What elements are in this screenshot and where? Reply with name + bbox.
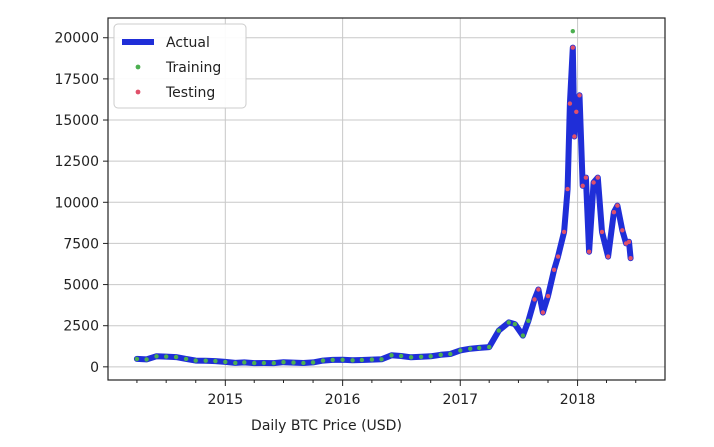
data-point-testing (580, 183, 585, 188)
data-point-training (134, 356, 140, 362)
data-point-training (301, 360, 306, 366)
data-point-training (389, 353, 394, 358)
data-point-testing (605, 254, 611, 259)
data-point-training (330, 357, 335, 363)
legend-label-actual: Actual (166, 35, 210, 51)
legend-swatch-training (135, 64, 141, 70)
data-point-training (233, 360, 238, 366)
x-tick-label: 2018 (560, 392, 596, 408)
data-point-testing (577, 93, 582, 98)
x-axis-label: Daily BTC Price (USD) (251, 418, 402, 434)
data-point-training (144, 357, 149, 362)
data-point-training (477, 345, 482, 351)
grid (108, 18, 665, 380)
y-tick-label: 17500 (54, 72, 99, 88)
data-point-training (350, 358, 355, 363)
data-point-testing (599, 229, 605, 235)
axes: 0 2500 5000 7500 10000 12500 15000 17500 20000 20… (54, 31, 637, 408)
data-point-training (213, 358, 218, 364)
data-point-training (512, 321, 518, 327)
data-point-training (570, 29, 575, 34)
data-point-training (320, 358, 326, 363)
data-point-training (458, 348, 463, 353)
data-point-training (154, 354, 159, 359)
data-point-testing (540, 310, 546, 315)
data-point-training (271, 360, 276, 366)
y-tick-label: 20000 (54, 31, 99, 47)
data-point-training (408, 355, 414, 360)
data-point-training (310, 360, 316, 365)
data-point-training (398, 353, 404, 359)
data-point-training (487, 344, 492, 350)
data-point-testing (611, 210, 617, 215)
data-point-training (496, 328, 501, 333)
data-point-training (418, 354, 424, 359)
data-point-training (193, 358, 198, 363)
data-point-testing (574, 109, 579, 115)
data-point-training (223, 359, 228, 365)
x-tick-label: 2017 (442, 392, 478, 408)
legend-label-training: Training (165, 60, 221, 76)
data-point-training (183, 356, 189, 362)
data-point-training (506, 320, 511, 325)
y-tick-label: 2500 (63, 319, 99, 335)
data-point-training (252, 360, 257, 366)
data-point-testing (570, 45, 575, 50)
data-point-training (164, 354, 169, 359)
data-point-training (359, 357, 365, 363)
legend-label-testing: Testing (165, 85, 215, 101)
y-tick-label: 12500 (54, 154, 99, 170)
y-tick-label: 7500 (63, 236, 99, 252)
data-point-testing (536, 287, 541, 292)
data-point-testing (545, 293, 551, 299)
data-point-testing (532, 297, 537, 302)
data-point-training (448, 351, 453, 357)
data-point-testing (595, 175, 600, 180)
data-point-training (369, 357, 375, 362)
data-point-testing (561, 229, 567, 235)
data-point-training (438, 352, 443, 357)
data-point-testing (555, 254, 561, 259)
data-point-training (291, 360, 296, 365)
x-tick-label: 2016 (325, 392, 361, 408)
data-point-testing (626, 239, 632, 244)
data-point-training (468, 346, 473, 351)
y-tick-label: 10000 (54, 195, 99, 211)
data-point-training (242, 360, 247, 365)
data-point-testing (591, 180, 596, 185)
data-point-training (379, 357, 384, 362)
y-tick-label: 15000 (54, 113, 99, 129)
x-tick-label: 2015 (207, 392, 243, 408)
data-point-training (261, 360, 267, 366)
data-point-testing (583, 175, 589, 180)
data-point-testing (620, 228, 625, 233)
y-tick-label: 0 (90, 360, 99, 376)
data-point-testing (572, 134, 577, 139)
data-point-training (173, 354, 179, 360)
series-layer (133, 29, 634, 367)
legend-swatch-testing (135, 89, 141, 95)
data-point-training (428, 354, 433, 359)
data-point-testing (615, 203, 620, 208)
plot-frame (107, 17, 666, 381)
data-point-training (526, 318, 531, 323)
data-point-training (340, 357, 345, 362)
data-point-training (203, 358, 208, 363)
data-point-testing (586, 249, 592, 254)
y-tick-label: 5000 (63, 278, 99, 294)
data-point-testing (628, 256, 633, 261)
data-point-training (281, 360, 286, 365)
data-point-testing (565, 186, 570, 192)
data-point-training (520, 333, 526, 338)
legend: Actual Training Testing (113, 23, 247, 109)
data-point-testing (567, 101, 573, 106)
data-point-testing (551, 267, 557, 272)
